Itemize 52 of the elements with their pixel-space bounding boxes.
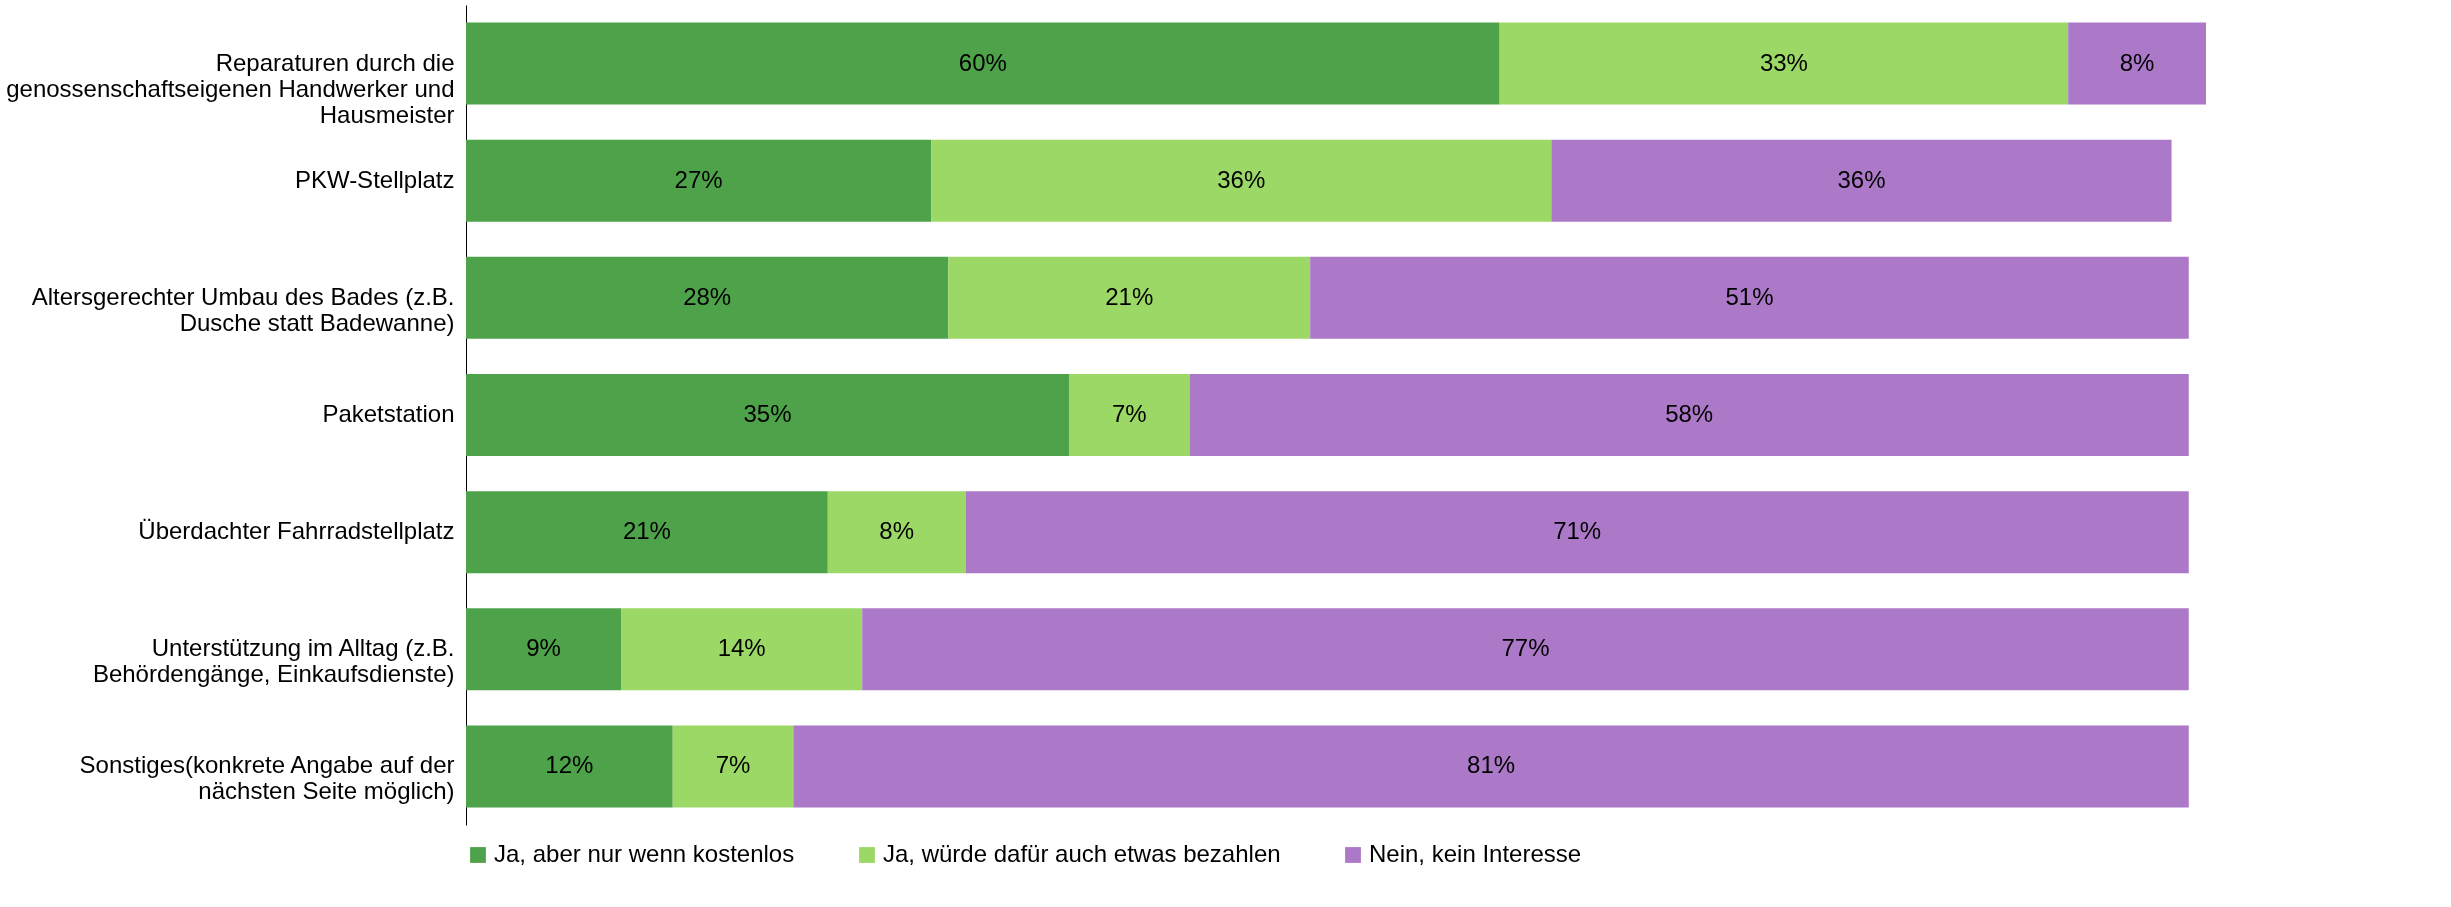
bar (948, 256, 1311, 339)
bar (793, 725, 2189, 808)
data-label: 77% (1501, 634, 1550, 662)
data-label: 58% (1665, 400, 1714, 427)
bar (1310, 256, 2189, 339)
data-label: 35% (743, 400, 792, 427)
data-label: 28% (683, 282, 732, 310)
legend-label: Nein, kein Interesse (1369, 840, 1582, 867)
data-label: 33% (1759, 48, 1808, 76)
data-label: 27% (674, 165, 723, 193)
y-tick-label: Paketstation (322, 400, 455, 427)
y-tick-label: Reparaturen durch die genossenschaftseigenen Handwerker und Hausmeister (6, 48, 455, 128)
y-tick-label: Altersgerechter Umbau des Bades (z.B. Dusche statt Badewanne) (31, 282, 455, 336)
data-label: 7% (1111, 400, 1147, 427)
bar (827, 491, 966, 574)
bar (965, 491, 2189, 574)
bar (931, 139, 1552, 222)
data-label: 9% (526, 634, 561, 662)
bar (672, 725, 794, 808)
data-label: 8% (879, 517, 915, 545)
y-tick-label: Sonstiges(konkrete Angabe auf der nächsten Seite möglich) (79, 751, 455, 805)
bar (466, 608, 622, 691)
data-label: 7% (715, 751, 751, 779)
bar (466, 725, 673, 808)
data-label: 21% (622, 517, 671, 545)
data-label: 8% (2119, 48, 2155, 76)
bar (1551, 139, 2172, 222)
bar (466, 491, 828, 574)
legend-label: Ja, aber nur wenn kostenlos (494, 840, 795, 867)
bar (466, 256, 949, 339)
y-tick-label: Überdachter Fahrradstellplatz (138, 517, 455, 545)
bar (1189, 374, 2189, 456)
data-label: 81% (1467, 751, 1516, 779)
y-tick-label: PKW-Stellplatz (294, 165, 455, 193)
data-label: 12% (545, 751, 594, 779)
legend-label: Ja, würde dafür auch etwas bezahlen (883, 840, 1281, 867)
data-label: 60% (958, 48, 1007, 76)
bar (1499, 22, 2069, 105)
bar (621, 608, 863, 691)
y-tick-label: Unterstützung im Alltag (z.B. Behördengänge, Einkaufsdienste) (92, 634, 455, 688)
data-label: 51% (1725, 282, 1774, 310)
bar (2068, 22, 2206, 105)
bar (466, 139, 932, 222)
bar (862, 608, 2189, 691)
bar (466, 374, 1069, 456)
data-label: 36% (1217, 165, 1266, 193)
data-label: 36% (1837, 165, 1886, 193)
bar (1068, 374, 1190, 456)
data-label: 21% (1105, 282, 1154, 310)
data-label: 14% (717, 634, 766, 662)
data-label: 71% (1553, 517, 1602, 545)
bar (466, 22, 1500, 105)
